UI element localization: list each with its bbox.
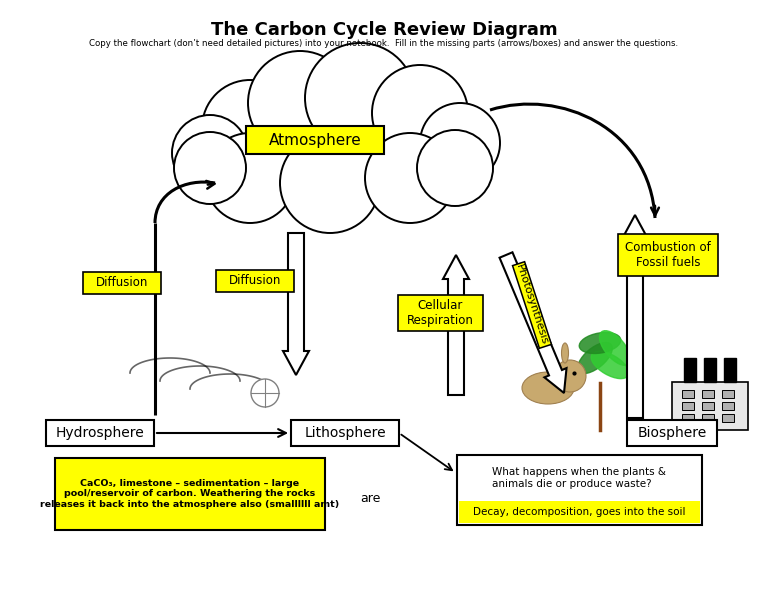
Text: What happens when the plants &
animals die or produce waste?: What happens when the plants & animals d… bbox=[492, 467, 667, 489]
Circle shape bbox=[420, 103, 500, 183]
FancyBboxPatch shape bbox=[702, 414, 714, 422]
Circle shape bbox=[172, 115, 248, 191]
FancyBboxPatch shape bbox=[55, 458, 325, 530]
Text: Photosynthesis: Photosynthesis bbox=[515, 263, 550, 346]
Circle shape bbox=[205, 133, 295, 223]
Polygon shape bbox=[499, 252, 567, 393]
Ellipse shape bbox=[522, 372, 574, 404]
Text: Atmosphere: Atmosphere bbox=[269, 132, 362, 148]
FancyBboxPatch shape bbox=[459, 501, 700, 523]
Circle shape bbox=[372, 65, 468, 161]
Text: Decay, decomposition, goes into the soil: Decay, decomposition, goes into the soil bbox=[473, 507, 686, 517]
FancyBboxPatch shape bbox=[702, 402, 714, 410]
FancyBboxPatch shape bbox=[722, 414, 734, 422]
Text: CaCO₃, limestone – sedimentation – large
pool/reservoir of carbon. Weathering th: CaCO₃, limestone – sedimentation – large… bbox=[41, 479, 339, 509]
Text: Lithosphere: Lithosphere bbox=[304, 426, 386, 440]
FancyBboxPatch shape bbox=[682, 402, 694, 410]
FancyBboxPatch shape bbox=[291, 420, 399, 446]
Ellipse shape bbox=[600, 331, 631, 365]
Text: The Carbon Cycle Review Diagram: The Carbon Cycle Review Diagram bbox=[210, 21, 558, 39]
Polygon shape bbox=[283, 233, 309, 375]
FancyBboxPatch shape bbox=[722, 390, 734, 398]
FancyBboxPatch shape bbox=[684, 358, 696, 382]
Circle shape bbox=[280, 133, 380, 233]
Ellipse shape bbox=[561, 343, 568, 363]
Text: Combustion of
Fossil fuels: Combustion of Fossil fuels bbox=[625, 241, 711, 269]
Text: Diffusion: Diffusion bbox=[96, 276, 148, 289]
FancyBboxPatch shape bbox=[46, 420, 154, 446]
Circle shape bbox=[554, 360, 586, 392]
Text: Diffusion: Diffusion bbox=[229, 275, 281, 288]
Circle shape bbox=[248, 51, 352, 155]
FancyBboxPatch shape bbox=[246, 126, 384, 154]
FancyBboxPatch shape bbox=[398, 295, 482, 331]
FancyBboxPatch shape bbox=[704, 358, 716, 382]
FancyBboxPatch shape bbox=[83, 272, 161, 294]
FancyBboxPatch shape bbox=[618, 234, 718, 276]
Circle shape bbox=[251, 379, 279, 407]
Ellipse shape bbox=[591, 352, 629, 378]
FancyBboxPatch shape bbox=[724, 358, 736, 382]
Circle shape bbox=[174, 132, 246, 204]
FancyBboxPatch shape bbox=[457, 455, 702, 525]
Circle shape bbox=[305, 43, 415, 153]
Text: Hydrosphere: Hydrosphere bbox=[55, 426, 144, 440]
Text: Biosphere: Biosphere bbox=[637, 426, 707, 440]
Ellipse shape bbox=[579, 333, 621, 353]
Circle shape bbox=[417, 130, 493, 206]
FancyBboxPatch shape bbox=[702, 390, 714, 398]
Ellipse shape bbox=[578, 343, 612, 374]
FancyBboxPatch shape bbox=[216, 270, 294, 292]
Text: Copy the flowchart (don’t need detailed pictures) into your notebook.  Fill in t: Copy the flowchart (don’t need detailed … bbox=[89, 39, 679, 48]
Circle shape bbox=[365, 133, 455, 223]
Text: are: are bbox=[360, 492, 380, 505]
Text: Cellular
Respiration: Cellular Respiration bbox=[406, 299, 473, 327]
FancyBboxPatch shape bbox=[672, 382, 748, 430]
FancyBboxPatch shape bbox=[682, 390, 694, 398]
FancyBboxPatch shape bbox=[722, 402, 734, 410]
FancyBboxPatch shape bbox=[627, 420, 717, 446]
Polygon shape bbox=[443, 255, 469, 395]
Polygon shape bbox=[622, 215, 648, 418]
FancyBboxPatch shape bbox=[682, 414, 694, 422]
Circle shape bbox=[202, 80, 298, 176]
